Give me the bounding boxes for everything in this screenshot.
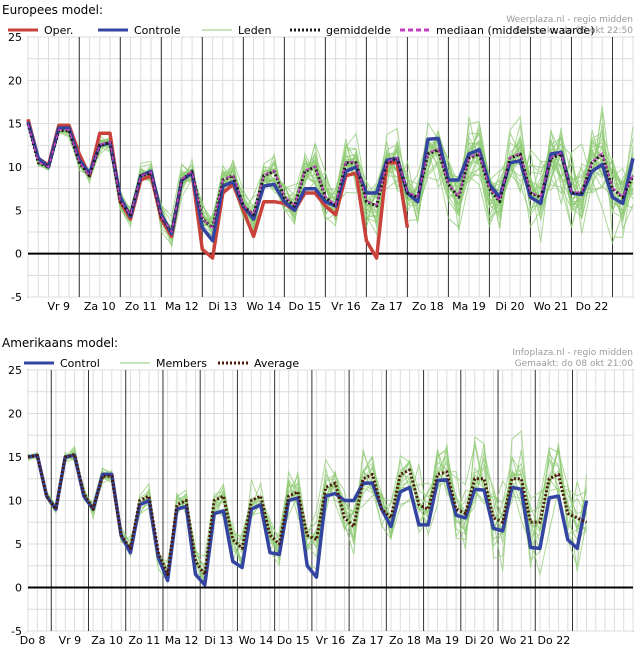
us-xtick-label: Vr 9 bbox=[59, 634, 82, 647]
us-xtick-label: Ma 12 bbox=[165, 634, 199, 647]
eu-xtick-label: Zo 11 bbox=[125, 300, 157, 310]
us-xtick-label: Zo 18 bbox=[389, 634, 421, 647]
us-ytick-label: 25 bbox=[8, 364, 22, 377]
us-xtick-label: Vr 16 bbox=[316, 634, 346, 647]
us-xtick-label: Wo 14 bbox=[239, 634, 273, 647]
eu-credit-source: Weerplaza.nl - regio midden bbox=[506, 15, 633, 25]
us-xtick-label: Do 8 bbox=[20, 634, 46, 647]
us-xtick-label: Wo 21 bbox=[499, 634, 533, 647]
us-legend-label-mean: Average bbox=[254, 357, 299, 370]
eu-ytick-label: 5 bbox=[15, 204, 22, 217]
europees-model-chart: -5 0 5 10 15 20 25 Vr 9 Za 10 Zo 11 Ma 12 Di 13 Wo 1… bbox=[8, 24, 635, 310]
us-legend-label-control: Control bbox=[60, 357, 100, 370]
us-credit-date: Gemaakt: do 08 okt 21:00 bbox=[514, 359, 633, 369]
us-xtick-label: Zo 11 bbox=[128, 634, 160, 647]
eu-ytick-label: 0 bbox=[15, 248, 22, 261]
us-xtick-label: Ma 19 bbox=[425, 634, 459, 647]
eu-xtick-label: Za 10 bbox=[84, 300, 116, 310]
eu-xtick-label: Wo 14 bbox=[247, 300, 281, 310]
eu-member-line bbox=[27, 121, 634, 243]
eu-ytick-label: 20 bbox=[8, 74, 22, 87]
us-ytick-label: 0 bbox=[15, 582, 22, 595]
eu-xtick-label: Za 17 bbox=[371, 300, 403, 310]
us-credit-source: Infoplaza.nl - regio midden bbox=[512, 348, 633, 358]
eu-xtick-label: Do 15 bbox=[289, 300, 322, 310]
eu-member-line bbox=[27, 105, 634, 239]
eu-credit: Weerplaza.nl - regio midden Gemaakt: do … bbox=[506, 15, 633, 37]
eu-legend-label-members: Leden bbox=[238, 24, 271, 37]
us-ytick-label: 15 bbox=[8, 451, 22, 464]
amerikaans-model-chart: -5 0 5 10 15 20 25 Do 8 Vr 9 Za 10 Zo 11 Ma 12 Di 13… bbox=[8, 357, 634, 647]
eu-panel-title: Europees model: bbox=[2, 3, 104, 17]
us-xtick-label: Do 22 bbox=[538, 634, 571, 647]
us-ytick-label: 5 bbox=[15, 538, 22, 551]
eu-xtick-label: Ma 19 bbox=[452, 300, 486, 310]
eu-xtick-label: Wo 21 bbox=[534, 300, 568, 310]
eu-legend-label-mean: gemiddelde bbox=[326, 24, 391, 37]
us-ytick-label: -5 bbox=[11, 625, 22, 638]
eu-xtick-label: Vr 16 bbox=[331, 300, 361, 310]
us-xtick-label: Di 13 bbox=[204, 634, 233, 647]
us-xtick-label: Do 15 bbox=[277, 634, 310, 647]
us-xtick-label: Za 10 bbox=[91, 634, 123, 647]
eu-xtick-label: Di 20 bbox=[495, 300, 524, 310]
us-member-line bbox=[27, 440, 587, 584]
eu-ytick-label: 10 bbox=[8, 161, 22, 174]
us-xtick-label: Za 17 bbox=[352, 634, 384, 647]
us-xtick-label: Di 20 bbox=[465, 634, 494, 647]
us-panel-title: Amerikaans model: bbox=[2, 336, 119, 350]
eu-credit-date: Gemaakt: do 08 okt 22:50 bbox=[514, 26, 633, 36]
eu-legend-label-median: mediaan (middelste waarde) bbox=[436, 24, 594, 37]
us-ytick-label: 10 bbox=[8, 495, 22, 508]
eu-xtick-label: Vr 9 bbox=[47, 300, 70, 310]
eu-ytick-label: -5 bbox=[11, 291, 22, 304]
eu-xtick-label: Do 22 bbox=[576, 300, 609, 310]
eu-xtick-label: Ma 12 bbox=[165, 300, 199, 310]
us-credit: Infoplaza.nl - regio midden Gemaakt: do … bbox=[512, 348, 633, 370]
eu-xtick-label: Di 13 bbox=[208, 300, 237, 310]
eu-legend-label-control: Controle bbox=[134, 24, 181, 37]
eu-series-median bbox=[27, 123, 634, 233]
eu-ytick-label: 15 bbox=[8, 118, 22, 131]
us-ytick-label: 20 bbox=[8, 408, 22, 421]
eu-xtick-label: Zo 18 bbox=[412, 300, 444, 310]
eu-legend-label-oper: Oper. bbox=[44, 24, 73, 37]
eu-ytick-label: 25 bbox=[8, 31, 22, 44]
us-legend-label-members: Members bbox=[156, 357, 207, 370]
us-series-mean bbox=[27, 452, 588, 576]
